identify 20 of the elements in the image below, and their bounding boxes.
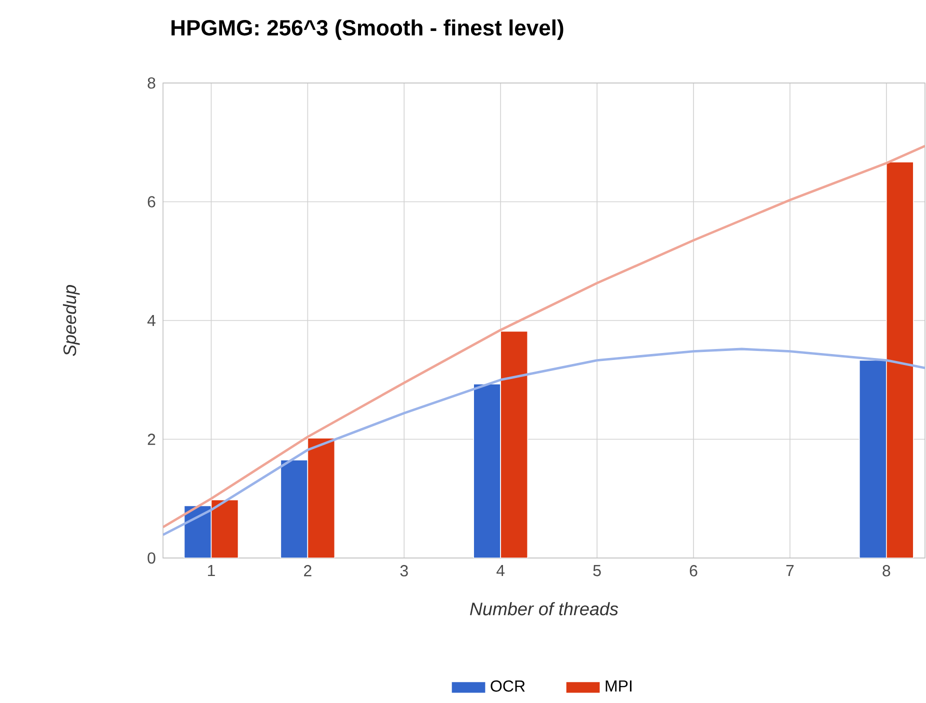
y-axis-title: Speedup xyxy=(62,285,80,356)
x-tick-label: 7 xyxy=(786,565,794,576)
y-tick-label: 4 xyxy=(147,315,156,326)
chart-title: HPGMG: 256^3 (Smooth - finest level) xyxy=(172,20,564,40)
x-tick-label: 6 xyxy=(690,565,698,577)
y-tick-label: 2 xyxy=(148,434,156,446)
y-tick-label: 0 xyxy=(148,552,156,564)
line-series xyxy=(163,348,925,536)
y-tick-label: 6 xyxy=(148,196,156,208)
x-tick-label: 3 xyxy=(400,565,408,577)
x-tick-label: 2 xyxy=(304,565,312,576)
line-series xyxy=(163,144,925,529)
x-tick-label: 4 xyxy=(496,565,505,576)
legend-label: MPI xyxy=(606,680,632,692)
x-tick-label: 5 xyxy=(593,565,601,576)
x-axis-title: Number of threads xyxy=(470,602,618,616)
x-tick-label: 8 xyxy=(882,565,890,577)
x-tick-label: 1 xyxy=(208,565,215,576)
legend-label: OCR xyxy=(490,680,525,692)
y-tick-label: 8 xyxy=(148,78,156,89)
